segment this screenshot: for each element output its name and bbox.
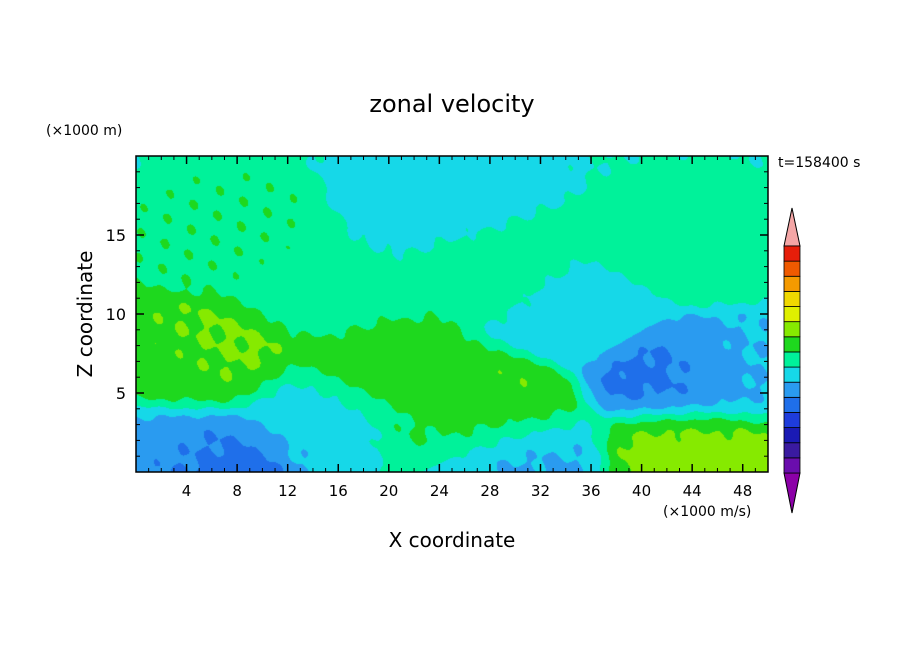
- y-unit-label: (×1000 m): [46, 123, 122, 139]
- colorbar-band: [783, 260, 801, 277]
- x-tick-label: 20: [379, 482, 398, 500]
- x-tick-label: 4: [182, 482, 192, 500]
- colorbar-tick-label: 12: [809, 0, 827, 4]
- colorbar-band: [783, 457, 801, 474]
- chart-title: zonal velocity: [369, 90, 534, 118]
- y-tick-label: 15: [106, 226, 126, 245]
- colorbar-over-arrow: [783, 207, 801, 247]
- x-unit-label: (×1000 m/s): [663, 504, 751, 520]
- colorbar: 3624120-12-24-36: [783, 0, 832, 514]
- colorbar-tick-label: -12: [809, 0, 832, 4]
- colorbar-band: [783, 245, 801, 262]
- x-tick-label: 40: [632, 482, 651, 500]
- x-tick-label: 48: [733, 482, 752, 500]
- x-tick-label: 44: [683, 482, 702, 500]
- y-tick-label: 10: [106, 305, 126, 324]
- y-axis-title: Z coordinate: [73, 251, 97, 378]
- x-axis-title: X coordinate: [389, 528, 516, 552]
- colorbar-tick-label: -24: [809, 0, 832, 4]
- colorbar-band: [783, 275, 801, 292]
- x-tick-label: 24: [430, 482, 449, 500]
- x-tick-label: 32: [531, 482, 550, 500]
- x-tick-label: 12: [278, 482, 297, 500]
- colorbar-tick-label: 0: [809, 0, 818, 4]
- velocity-contour-field: [136, 156, 768, 472]
- colorbar-tick-label: 36: [809, 0, 827, 4]
- colorbar-band: [783, 381, 801, 398]
- colorbar-band: [783, 336, 801, 353]
- colorbar-tick-label: -36: [809, 0, 832, 4]
- colorbar-band: [783, 412, 801, 429]
- y-tick-label: 5: [116, 384, 126, 403]
- x-tick-label: 36: [581, 482, 600, 500]
- colorbar-band: [783, 351, 801, 368]
- x-tick-label: 28: [480, 482, 499, 500]
- colorbar-band: [783, 427, 801, 444]
- x-tick-label: 16: [329, 482, 348, 500]
- colorbar-band: [783, 442, 801, 459]
- colorbar-band: [783, 290, 801, 307]
- colorbar-band: [783, 306, 801, 323]
- colorbar-tick-label: 24: [809, 0, 827, 4]
- time-label: t=158400 s: [778, 155, 860, 171]
- colorbar-under-arrow: [783, 472, 801, 514]
- x-tick-label: 8: [232, 482, 242, 500]
- colorbar-band: [783, 321, 801, 338]
- colorbar-band: [783, 396, 801, 413]
- colorbar-band: [783, 366, 801, 383]
